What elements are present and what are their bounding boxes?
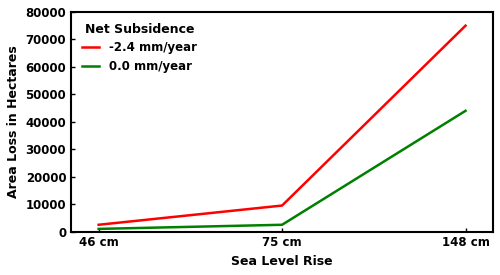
-2.4 mm/year [279, 204, 285, 207]
-2.4 mm/year [462, 24, 468, 27]
Legend: -2.4 mm/year, 0.0 mm/year: -2.4 mm/year, 0.0 mm/year [77, 18, 202, 78]
Line: -2.4 mm/year: -2.4 mm/year [98, 26, 466, 225]
Line: 0.0 mm/year: 0.0 mm/year [98, 111, 466, 229]
X-axis label: Sea Level Rise: Sea Level Rise [232, 255, 333, 268]
0.0 mm/year [279, 223, 285, 226]
0.0 mm/year [462, 109, 468, 112]
-2.4 mm/year [96, 223, 102, 226]
0.0 mm/year [96, 227, 102, 230]
Y-axis label: Area Loss in Hectares: Area Loss in Hectares [7, 45, 20, 198]
